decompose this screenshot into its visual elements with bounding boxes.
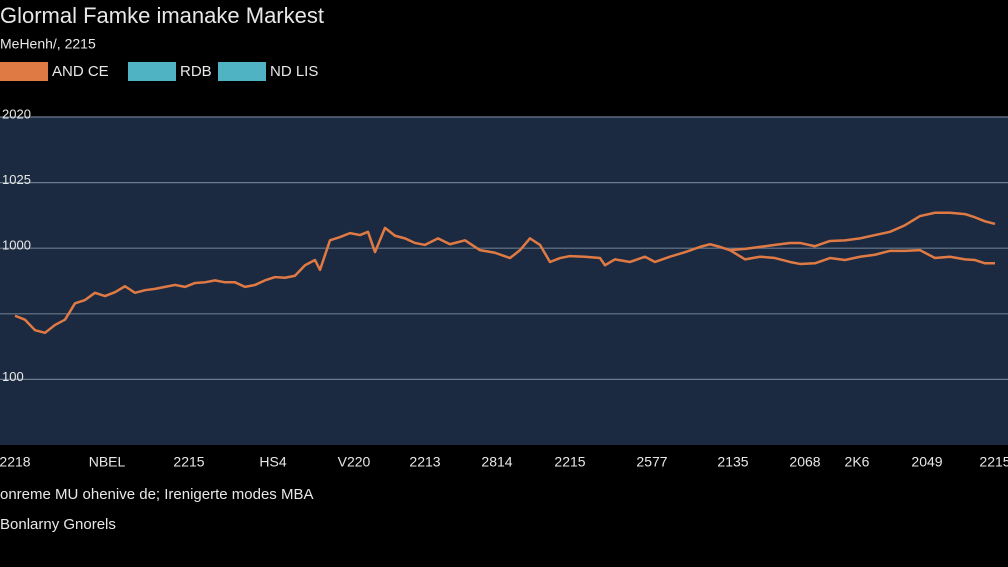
legend-swatch — [128, 62, 176, 81]
x-tick-label: 2K6 — [845, 454, 870, 470]
x-tick-label: 2215 — [979, 454, 1008, 470]
x-tick-label: 2215 — [554, 454, 585, 470]
legend-swatch — [0, 62, 48, 81]
legend-label: ND LIS — [270, 63, 318, 80]
footnote: onreme MU ohenive de; Irenigerte modes M… — [0, 486, 313, 503]
plot-area — [0, 117, 1008, 445]
x-tick-label: NBEL — [89, 454, 126, 470]
x-tick-label: HS4 — [259, 454, 286, 470]
x-tick-label: 2215 — [173, 454, 204, 470]
series-line — [14, 211, 996, 335]
x-tick-label: 2814 — [481, 454, 512, 470]
x-tick-label: 2135 — [717, 454, 748, 470]
x-tick-label: 2068 — [789, 454, 820, 470]
chart-title: Glormal Famke imanake Markest — [0, 3, 324, 28]
x-tick-label: 2213 — [409, 454, 440, 470]
x-tick-label: 2049 — [911, 454, 942, 470]
footnote: Bonlarny Gnorels — [0, 516, 116, 533]
y-tick-label: 100 — [2, 369, 24, 384]
x-tick-label: V220 — [338, 454, 371, 470]
x-tick-label: 2218 — [0, 454, 31, 470]
x-tick-label: 2577 — [636, 454, 667, 470]
y-tick-label: 1000 — [2, 238, 31, 253]
y-tick-label: 1025 — [2, 172, 31, 187]
legend-label: AND CE — [52, 63, 109, 80]
series-line — [729, 248, 995, 266]
y-tick-label: 2020 — [2, 106, 31, 121]
chart-subtitle: MeHenh/, 2215 — [0, 36, 96, 52]
legend-label: RDB — [180, 63, 212, 80]
legend-swatch — [218, 62, 266, 81]
